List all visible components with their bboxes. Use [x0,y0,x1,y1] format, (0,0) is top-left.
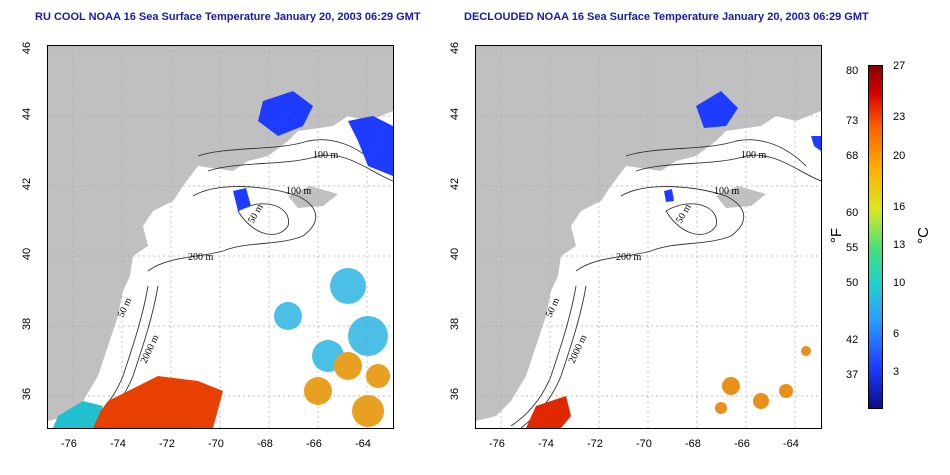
celsius-tick: 10 [893,277,906,289]
x-tick: -66 [306,438,322,450]
x-tick: -76 [61,438,77,450]
bathymetry-contours [510,139,821,428]
y-tick: 42 [21,177,34,191]
x-tick: -74 [110,438,126,450]
x-tick: -64 [783,438,799,450]
contour-label-200m: 200 m [616,252,642,263]
land-mass [476,46,821,421]
nova-scotia-land [716,186,766,208]
x-tick: -74 [538,438,554,450]
celsius-tick: 13 [893,239,906,251]
x-tick: -68 [257,438,273,450]
y-tick: 44 [21,107,34,121]
y-tick: 36 [21,387,34,401]
cold-water-patches [664,91,821,202]
contour-label-100m-lower: 100 m [714,186,740,197]
x-tick: -68 [685,438,701,450]
warm-water-patches [304,352,390,427]
fahrenheit-tick: 80 [846,65,859,77]
cold-water-patches [233,91,393,211]
grid-lines [48,46,393,428]
contour-label-200m: 200 m [188,252,214,263]
y-tick: 44 [449,107,462,121]
gulf-stream-warm [88,376,223,428]
fahrenheit-unit-label: °F [828,227,846,244]
fahrenheit-tick: 50 [846,277,859,289]
x-tick: -70 [636,438,652,450]
celsius-tick: 6 [893,328,900,340]
x-tick: -72 [159,438,175,450]
y-tick: 38 [21,317,34,331]
x-tick: -70 [208,438,224,450]
celsius-tick: 3 [893,366,900,378]
fahrenheit-tick: 68 [846,150,859,162]
fahrenheit-tick: 37 [846,369,859,381]
shelf-water [53,401,103,428]
y-tick: 40 [21,247,34,261]
temperature-colorbar [868,65,883,409]
contour-label-100m-lower: 100 m [286,186,312,197]
y-tick: 40 [449,247,462,261]
fahrenheit-tick: 42 [846,334,859,346]
y-tick: 36 [449,387,462,401]
x-tick: -64 [355,438,371,450]
contour-label-100m-upper: 100 m [313,150,339,161]
celsius-tick: 23 [893,111,906,123]
fahrenheit-tick: 73 [846,115,859,127]
fahrenheit-tick: 60 [846,207,859,219]
land-mass [48,46,393,421]
x-tick: -72 [587,438,603,450]
nova-scotia-land [288,186,338,208]
gulf-stream-warm [526,396,571,428]
celsius-tick: 16 [893,201,906,213]
y-tick: 46 [449,41,462,55]
left-map-raw-sst: 100 m 100 m 50 m 200 m 50 m 2000 m [47,45,394,429]
x-tick: -76 [489,438,505,450]
warm-water-patches [715,346,811,414]
celsius-unit-label: °C [914,227,932,244]
y-tick: 46 [21,41,34,55]
fahrenheit-tick: 55 [846,242,859,254]
grid-lines [476,46,821,428]
celsius-tick: 27 [893,60,906,72]
contour-label-100m-upper: 100 m [741,150,767,161]
y-tick: 42 [449,177,462,191]
right-map-declouded-sst: 100 m 100 m 50 m 200 m 50 m 2000 m [475,45,822,429]
y-tick: 38 [449,317,462,331]
left-map-title: RU COOL NOAA 16 Sea Surface Temperature … [35,11,421,23]
x-tick: -66 [734,438,750,450]
right-map-title: DECLOUDED NOAA 16 Sea Surface Temperatur… [464,11,869,23]
celsius-tick: 20 [893,150,906,162]
